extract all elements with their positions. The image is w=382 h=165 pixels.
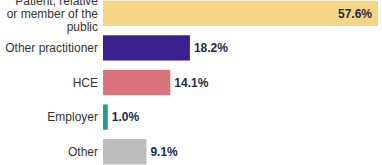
bar [103,139,146,164]
category-label: Employer [47,110,98,124]
data-label: 1.0% [112,110,140,124]
category-label-line: or member of the [7,7,99,21]
chart: Patient, relativeor member of thepublic O… [0,0,382,165]
category-label-line: HCE [73,76,98,90]
bar [103,104,108,129]
category-label: Patient, relativeor member of thepublic [7,0,99,34]
data-labels: 57.6% 18.2% 14.1% 1.0% 9.1% [112,7,373,159]
category-label: HCE [73,76,98,90]
category-label-line: Other [68,145,98,159]
bars [103,1,378,165]
category-label-line: Employer [47,110,98,124]
data-label: 18.2% [194,41,228,55]
bar [103,70,170,95]
data-label: 57.6% [338,7,372,21]
category-labels: Patient, relativeor member of thepublic O… [5,0,98,159]
category-label: Other [68,145,98,159]
category-label: Other practitioner [5,41,98,55]
data-label: 14.1% [174,76,208,90]
category-label-line: Other practitioner [5,41,98,55]
data-label: 9.1% [150,145,178,159]
bar [103,35,190,60]
bar [103,1,378,26]
category-label-line: public [67,20,98,34]
